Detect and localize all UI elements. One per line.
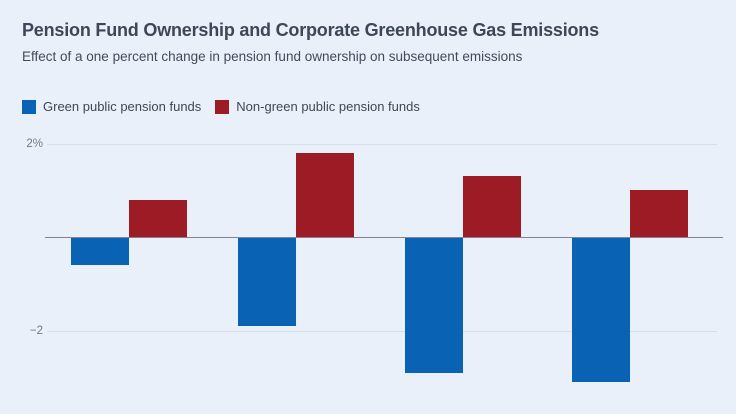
bar-nongreen-group2 [296,152,354,237]
legend-item-nongreen: Non-green public pension funds [215,99,420,114]
chart-title: Pension Fund Ownership and Corporate Gre… [22,20,599,40]
bar-green-group4 [572,237,630,382]
gridline-2pct [47,143,717,145]
bar-green-group3 [405,237,463,373]
bar-nongreen-group4 [630,190,688,237]
legend-swatch-nongreen-icon [215,99,230,114]
bar-green-group1 [71,237,129,266]
legend-item-green: Green public pension funds [22,99,201,114]
legend: Green public pension funds Non-green pub… [22,99,420,114]
bar-green-group2 [238,237,296,326]
legend-label-green: Green public pension funds [43,99,202,114]
chart-subtitle: Effect of a one percent change in pensio… [22,49,523,64]
bar-nongreen-group3 [463,176,521,237]
x-axis-zero-line [45,236,723,238]
y-axis-tick-neg2: −2 [29,324,43,337]
gridline-neg2 [47,330,717,332]
bar-nongreen-group1 [129,199,187,237]
legend-swatch-green-icon [22,99,36,114]
y-axis-tick-2pct: 2% [26,137,43,150]
legend-label-nongreen: Non-green public pension funds [236,99,420,114]
